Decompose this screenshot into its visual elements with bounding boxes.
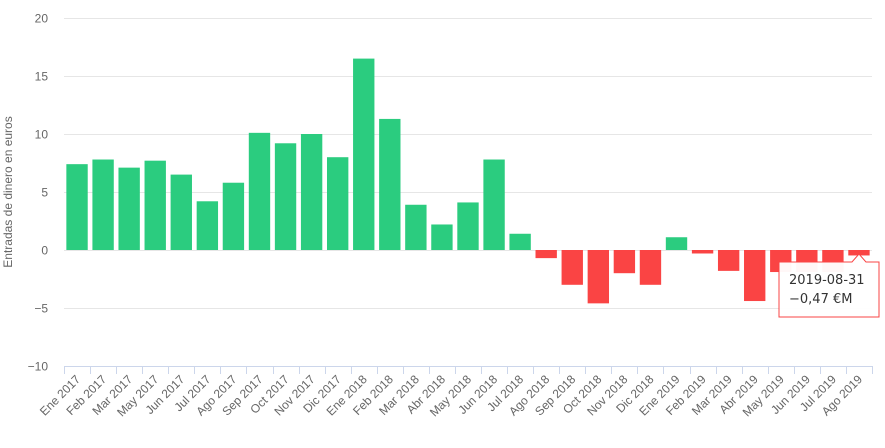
bar[interactable] <box>561 250 583 285</box>
bar[interactable] <box>144 160 166 250</box>
y-tick-label: 5 <box>41 186 48 200</box>
bar[interactable] <box>92 159 114 250</box>
bar[interactable] <box>118 167 140 250</box>
bar[interactable] <box>744 250 766 302</box>
bar[interactable] <box>300 134 323 250</box>
tooltip: 2019-08-31 −0,47 €M <box>778 253 880 318</box>
bar[interactable] <box>848 250 870 256</box>
bar[interactable] <box>326 157 349 250</box>
y-axis-title: Entradas de dinero en euros <box>1 116 15 267</box>
y-tick-label: 10 <box>35 128 49 142</box>
bar[interactable] <box>457 202 479 250</box>
bar[interactable] <box>222 182 245 250</box>
bar[interactable] <box>431 224 453 250</box>
y-axis-tick-labels: 20 15 10 5 0 −5 −10 <box>28 12 49 374</box>
bar[interactable] <box>66 164 88 250</box>
bar[interactable] <box>717 250 740 271</box>
tooltip-box <box>778 253 880 318</box>
bar[interactable] <box>379 118 401 250</box>
bar[interactable] <box>639 250 662 285</box>
tooltip-value: −0,47 €M <box>789 292 852 307</box>
bar[interactable] <box>535 250 557 259</box>
bar[interactable] <box>483 159 505 250</box>
y-tick-label: 15 <box>35 70 49 84</box>
bar[interactable] <box>665 237 688 250</box>
tooltip-date: 2019-08-31 <box>789 273 865 288</box>
y-tick-label: 0 <box>41 244 48 258</box>
bar[interactable] <box>509 233 531 250</box>
bar[interactable] <box>691 250 714 254</box>
y-tick-label: 20 <box>35 12 49 26</box>
bar[interactable] <box>170 174 192 250</box>
bar[interactable] <box>405 204 427 250</box>
bar[interactable] <box>613 250 636 274</box>
bar[interactable] <box>587 250 610 304</box>
y-tick-label: −5 <box>34 302 48 316</box>
bar[interactable] <box>196 201 219 250</box>
y-tick-label: −10 <box>28 360 49 374</box>
bar[interactable] <box>353 58 375 250</box>
grid-lines <box>64 18 873 374</box>
bar[interactable] <box>274 143 297 250</box>
bar[interactable] <box>248 132 271 250</box>
bars <box>66 58 870 304</box>
